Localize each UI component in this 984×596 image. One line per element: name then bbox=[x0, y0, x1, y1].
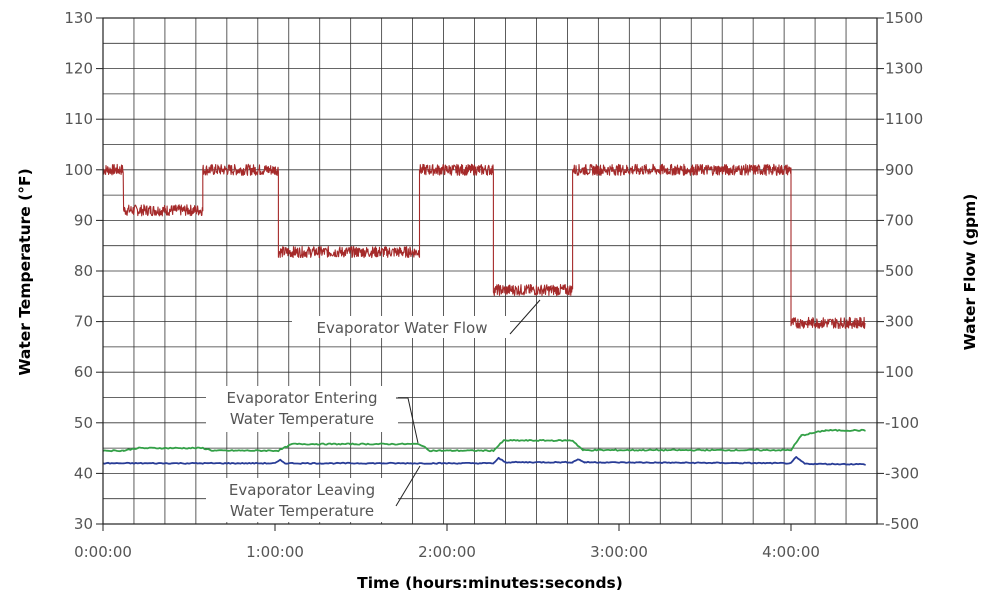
right-y-tick-label: -500 bbox=[885, 515, 919, 533]
annotation-leaving-leader bbox=[395, 465, 421, 507]
left-y-tick-label: 40 bbox=[74, 464, 93, 482]
annotation-label-background bbox=[206, 478, 398, 522]
left-y-axis-title: Water Temperature (°F) bbox=[16, 168, 34, 375]
x-tick-label: 3:00:00 bbox=[590, 543, 648, 561]
ticks: 30 40 50 60 70 80 90 100 110 120 130 -500 -300 -100 10… bbox=[64, 9, 923, 561]
left-y-tick-label: 30 bbox=[74, 515, 93, 533]
evaporator-leaving-water-temperature-line bbox=[102, 456, 866, 466]
x-tick-label: 0:00:00 bbox=[74, 543, 132, 561]
annotation-leaving-label-line: Evaporator Leaving bbox=[229, 481, 375, 499]
right-y-tick-label: 100 bbox=[885, 363, 914, 381]
annotation-flow-label: Evaporator Water Flow bbox=[317, 319, 488, 337]
grid bbox=[103, 18, 877, 524]
annotations: Evaporator Water Flow Evaporator Entering… bbox=[206, 299, 541, 522]
x-tick-label: 2:00:00 bbox=[418, 543, 476, 561]
left-y-tick-label: 60 bbox=[74, 363, 93, 381]
evaporator-entering-water-temperature-line bbox=[102, 428, 866, 453]
left-y-tick-label: 50 bbox=[74, 414, 93, 432]
right-y-tick-label: 700 bbox=[885, 211, 914, 229]
right-y-tick-label: -300 bbox=[885, 464, 919, 482]
right-y-tick-label: -100 bbox=[885, 414, 919, 432]
annotation-label-background bbox=[206, 386, 398, 432]
right-y-tick-label: 1100 bbox=[885, 110, 923, 128]
annotation-entering-leader bbox=[396, 397, 419, 444]
annotation-flow-leader bbox=[509, 299, 541, 335]
left-y-tick-label: 110 bbox=[64, 110, 93, 128]
left-y-tick-label: 120 bbox=[64, 60, 93, 78]
left-y-tick-label: 80 bbox=[74, 262, 93, 280]
right-y-tick-label: 900 bbox=[885, 161, 914, 179]
annotation-leaving-label-line: Water Temperature bbox=[230, 502, 374, 520]
series-layer bbox=[102, 163, 866, 466]
right-y-axis-title: Water Flow (gpm) bbox=[961, 194, 979, 351]
annotation-entering-label-line: Water Temperature bbox=[230, 410, 374, 428]
left-y-tick-label: 130 bbox=[64, 9, 93, 27]
annotation-label-background bbox=[292, 316, 510, 338]
left-y-tick-label: 70 bbox=[74, 313, 93, 331]
left-y-tick-label: 100 bbox=[64, 161, 93, 179]
x-tick-label: 4:00:00 bbox=[762, 543, 820, 561]
evaporator-water-flow-line bbox=[102, 163, 866, 329]
x-tick-label: 1:00:00 bbox=[246, 543, 304, 561]
right-y-tick-label: 500 bbox=[885, 262, 914, 280]
right-y-tick-label: 300 bbox=[885, 313, 914, 331]
left-y-tick-label: 90 bbox=[74, 211, 93, 229]
annotation-entering-label-line: Evaporator Entering bbox=[226, 389, 377, 407]
right-y-tick-label: 1500 bbox=[885, 9, 923, 27]
x-axis-title: Time (hours:minutes:seconds) bbox=[357, 574, 623, 592]
right-y-tick-label: 1300 bbox=[885, 60, 923, 78]
